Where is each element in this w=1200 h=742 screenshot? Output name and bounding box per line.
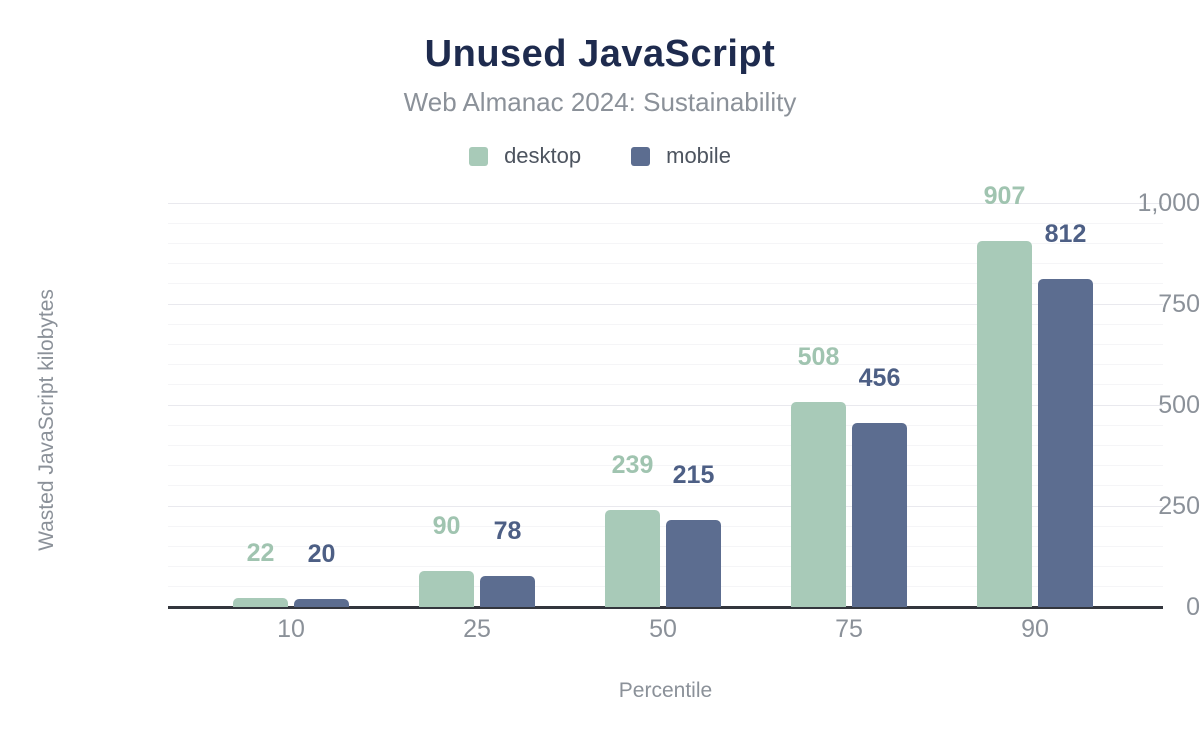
x-tick-50: 50 bbox=[649, 615, 677, 643]
y-tick-500: 500 bbox=[1158, 391, 1200, 419]
gridline-minor bbox=[168, 586, 1163, 588]
gridline-major bbox=[168, 202, 1163, 204]
gridline-major bbox=[168, 303, 1163, 305]
bar-value-desktop-p90: 907 bbox=[983, 181, 1026, 210]
gridline-minor bbox=[168, 545, 1163, 547]
gridline-major bbox=[168, 505, 1163, 507]
x-axis-title: Percentile bbox=[618, 679, 713, 702]
bar-value-desktop-p10: 22 bbox=[246, 539, 275, 568]
gridline-minor bbox=[168, 525, 1163, 527]
gridline-major bbox=[168, 404, 1163, 406]
bar-desktop-p25 bbox=[419, 570, 474, 607]
gridline-minor bbox=[168, 485, 1163, 487]
gridline-minor bbox=[168, 465, 1163, 467]
bar-mobile-p50 bbox=[666, 520, 721, 607]
bar-value-desktop-p25: 90 bbox=[432, 511, 461, 540]
desktop-swatch-icon bbox=[469, 146, 489, 166]
gridline-minor bbox=[168, 424, 1163, 426]
y-tick-750: 750 bbox=[1158, 290, 1200, 318]
y-tick-250: 250 bbox=[1158, 492, 1200, 520]
plot-area: 22 90 239 508 907 20 78 215 456 812 bbox=[168, 183, 1163, 609]
gridline-minor bbox=[168, 323, 1163, 325]
bar-mobile-p90 bbox=[1038, 278, 1093, 607]
bar-mobile-p75 bbox=[852, 422, 907, 607]
y-axis-title: Wasted JavaScript kilobytes bbox=[35, 289, 58, 551]
legend: desktop mobile bbox=[0, 143, 1200, 169]
mobile-swatch-icon bbox=[631, 146, 651, 166]
legend-item-mobile: mobile bbox=[631, 143, 731, 169]
chart-subtitle: Web Almanac 2024: Sustainability bbox=[403, 87, 797, 117]
bar-mobile-p10 bbox=[294, 598, 349, 607]
bar-value-mobile-p75: 456 bbox=[858, 363, 901, 392]
bar-value-desktop-p50: 239 bbox=[611, 451, 654, 480]
bar-desktop-p90 bbox=[977, 240, 1032, 607]
x-tick-75: 75 bbox=[835, 615, 863, 643]
gridline-minor bbox=[168, 364, 1163, 366]
x-tick-25: 25 bbox=[463, 615, 491, 643]
legend-label-mobile: mobile bbox=[666, 143, 731, 168]
bar-mobile-p25 bbox=[480, 575, 535, 607]
bar-desktop-p50 bbox=[605, 510, 660, 607]
bar-value-desktop-p75: 508 bbox=[797, 342, 840, 371]
bar-value-mobile-p90: 812 bbox=[1044, 219, 1087, 248]
bar-desktop-p10 bbox=[233, 598, 288, 607]
gridline-minor bbox=[168, 343, 1163, 345]
gridline-minor bbox=[168, 384, 1163, 386]
legend-label-desktop: desktop bbox=[504, 143, 582, 168]
x-tick-10: 10 bbox=[277, 615, 305, 643]
x-tick-90: 90 bbox=[1021, 615, 1049, 643]
legend-item-desktop: desktop bbox=[469, 143, 581, 169]
bar-value-mobile-p50: 215 bbox=[672, 461, 715, 490]
gridline-minor bbox=[168, 242, 1163, 244]
bar-value-mobile-p25: 78 bbox=[493, 516, 522, 545]
y-tick-0: 0 bbox=[1186, 593, 1200, 621]
bar-value-mobile-p10: 20 bbox=[307, 539, 336, 568]
gridline-minor bbox=[168, 222, 1163, 224]
gridline-minor bbox=[168, 263, 1163, 265]
y-tick-1000: 1,000 bbox=[1137, 189, 1200, 217]
gridline-minor bbox=[168, 283, 1163, 285]
x-axis-line bbox=[168, 606, 1163, 609]
gridline-minor bbox=[168, 444, 1163, 446]
chart-title: Unused JavaScript bbox=[424, 33, 776, 75]
gridline-minor bbox=[168, 566, 1163, 568]
bar-desktop-p75 bbox=[791, 401, 846, 607]
